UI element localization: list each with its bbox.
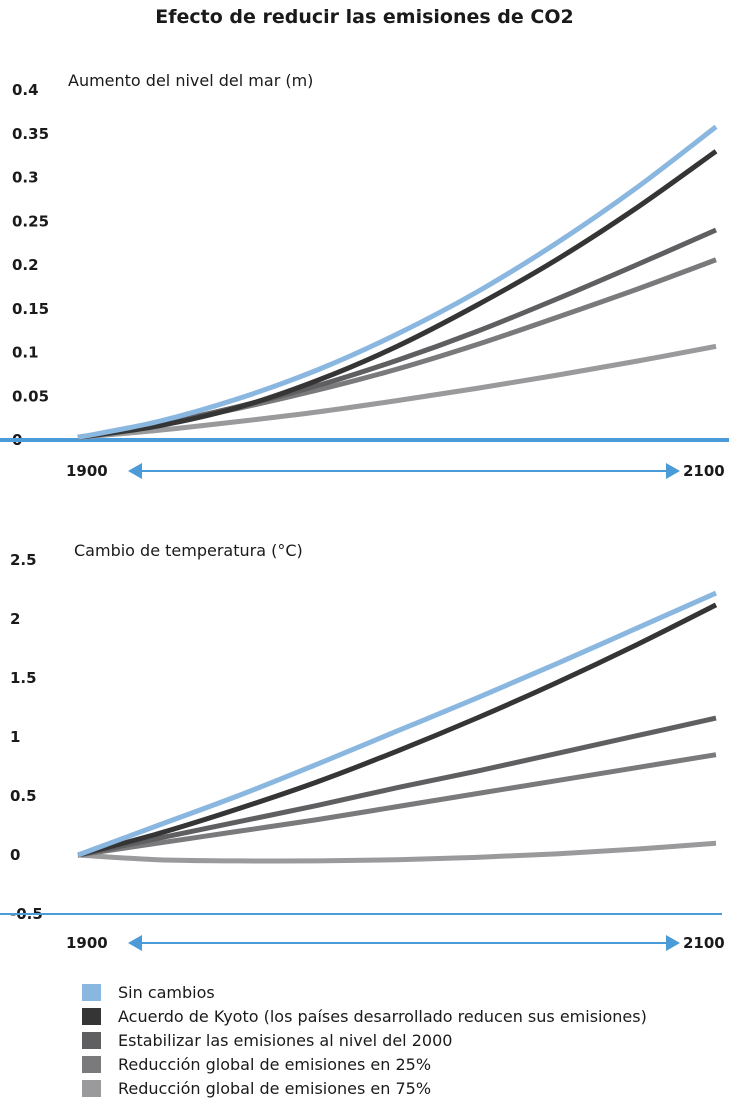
y-tick-label: 0.05 xyxy=(12,387,49,405)
legend-label: Acuerdo de Kyoto (los países desarrollad… xyxy=(118,1006,647,1026)
arrow-left-icon xyxy=(128,463,142,479)
legend-label: Reducción global de emisiones en 25% xyxy=(118,1054,432,1074)
y-tick-label: 0.4 xyxy=(12,81,39,99)
legend-label: Estabilizar las emisiones al nivel del 2… xyxy=(118,1030,453,1050)
y-tick-label: 0.25 xyxy=(12,212,49,230)
y-tick-label: 0.1 xyxy=(12,344,39,362)
series-line xyxy=(77,124,718,440)
y-axis-label: Cambio de temperatura (°C) xyxy=(74,541,303,560)
legend-swatch xyxy=(82,1055,101,1073)
legend-item: Acuerdo de Kyoto (los países desarrollad… xyxy=(82,1004,647,1028)
legend-swatch xyxy=(82,1007,101,1025)
temperature-chart: Cambio de temperatura (°C)2.521.510.50-0… xyxy=(0,541,725,952)
series-line xyxy=(77,590,718,858)
x-tick-label: 1900 xyxy=(66,934,108,952)
arrow-left-icon xyxy=(128,935,142,951)
sea-level-chart: Aumento del nivel del mar (m) 0.4 0.35 0.3 0… xyxy=(0,71,729,480)
y-tick-label: 1 xyxy=(10,728,20,746)
legend-label: Sin cambios xyxy=(118,982,215,1002)
legend-item: Estabilizar las emisiones al nivel del 2… xyxy=(82,1028,647,1052)
x-tick-label: 2100 xyxy=(683,934,725,952)
y-axis-label: Aumento del nivel del mar (m) xyxy=(68,71,313,90)
y-tick-label: 0 xyxy=(10,846,20,864)
series-line xyxy=(77,752,717,858)
y-tick-label: 0.2 xyxy=(12,256,39,274)
series-line xyxy=(77,343,717,440)
legend-swatch xyxy=(82,1031,101,1049)
legend-swatch xyxy=(82,983,101,1001)
y-tick-label: 2.5 xyxy=(10,551,37,569)
legend-item: Reducción global de emisiones en 75% xyxy=(82,1076,647,1100)
arrow-right-icon xyxy=(666,935,680,951)
y-tick-label: 0.15 xyxy=(12,300,49,318)
legend-item: Sin cambios xyxy=(82,980,647,1004)
series-line xyxy=(77,602,718,858)
legend-label: Reducción global de emisiones en 75% xyxy=(118,1078,432,1098)
y-tick-label: 1.5 xyxy=(10,669,37,687)
y-tick-label: 2 xyxy=(10,610,20,628)
legend: Sin cambios Acuerdo de Kyoto (los países… xyxy=(82,980,647,1100)
x-tick-label: 2100 xyxy=(683,462,725,480)
y-tick-label: 0.35 xyxy=(12,125,49,143)
y-tick-label: 0.5 xyxy=(10,787,37,805)
y-tick-label: 0.3 xyxy=(12,169,39,187)
series-line xyxy=(77,715,717,858)
arrow-right-icon xyxy=(666,463,680,479)
legend-swatch xyxy=(82,1079,101,1097)
series-line xyxy=(77,149,718,440)
x-tick-label: 1900 xyxy=(66,462,108,480)
legend-item: Reducción global de emisiones en 25% xyxy=(82,1052,647,1076)
chart-title: Efecto de reducir las emisiones de CO2 xyxy=(155,6,574,28)
series-line xyxy=(77,840,717,864)
